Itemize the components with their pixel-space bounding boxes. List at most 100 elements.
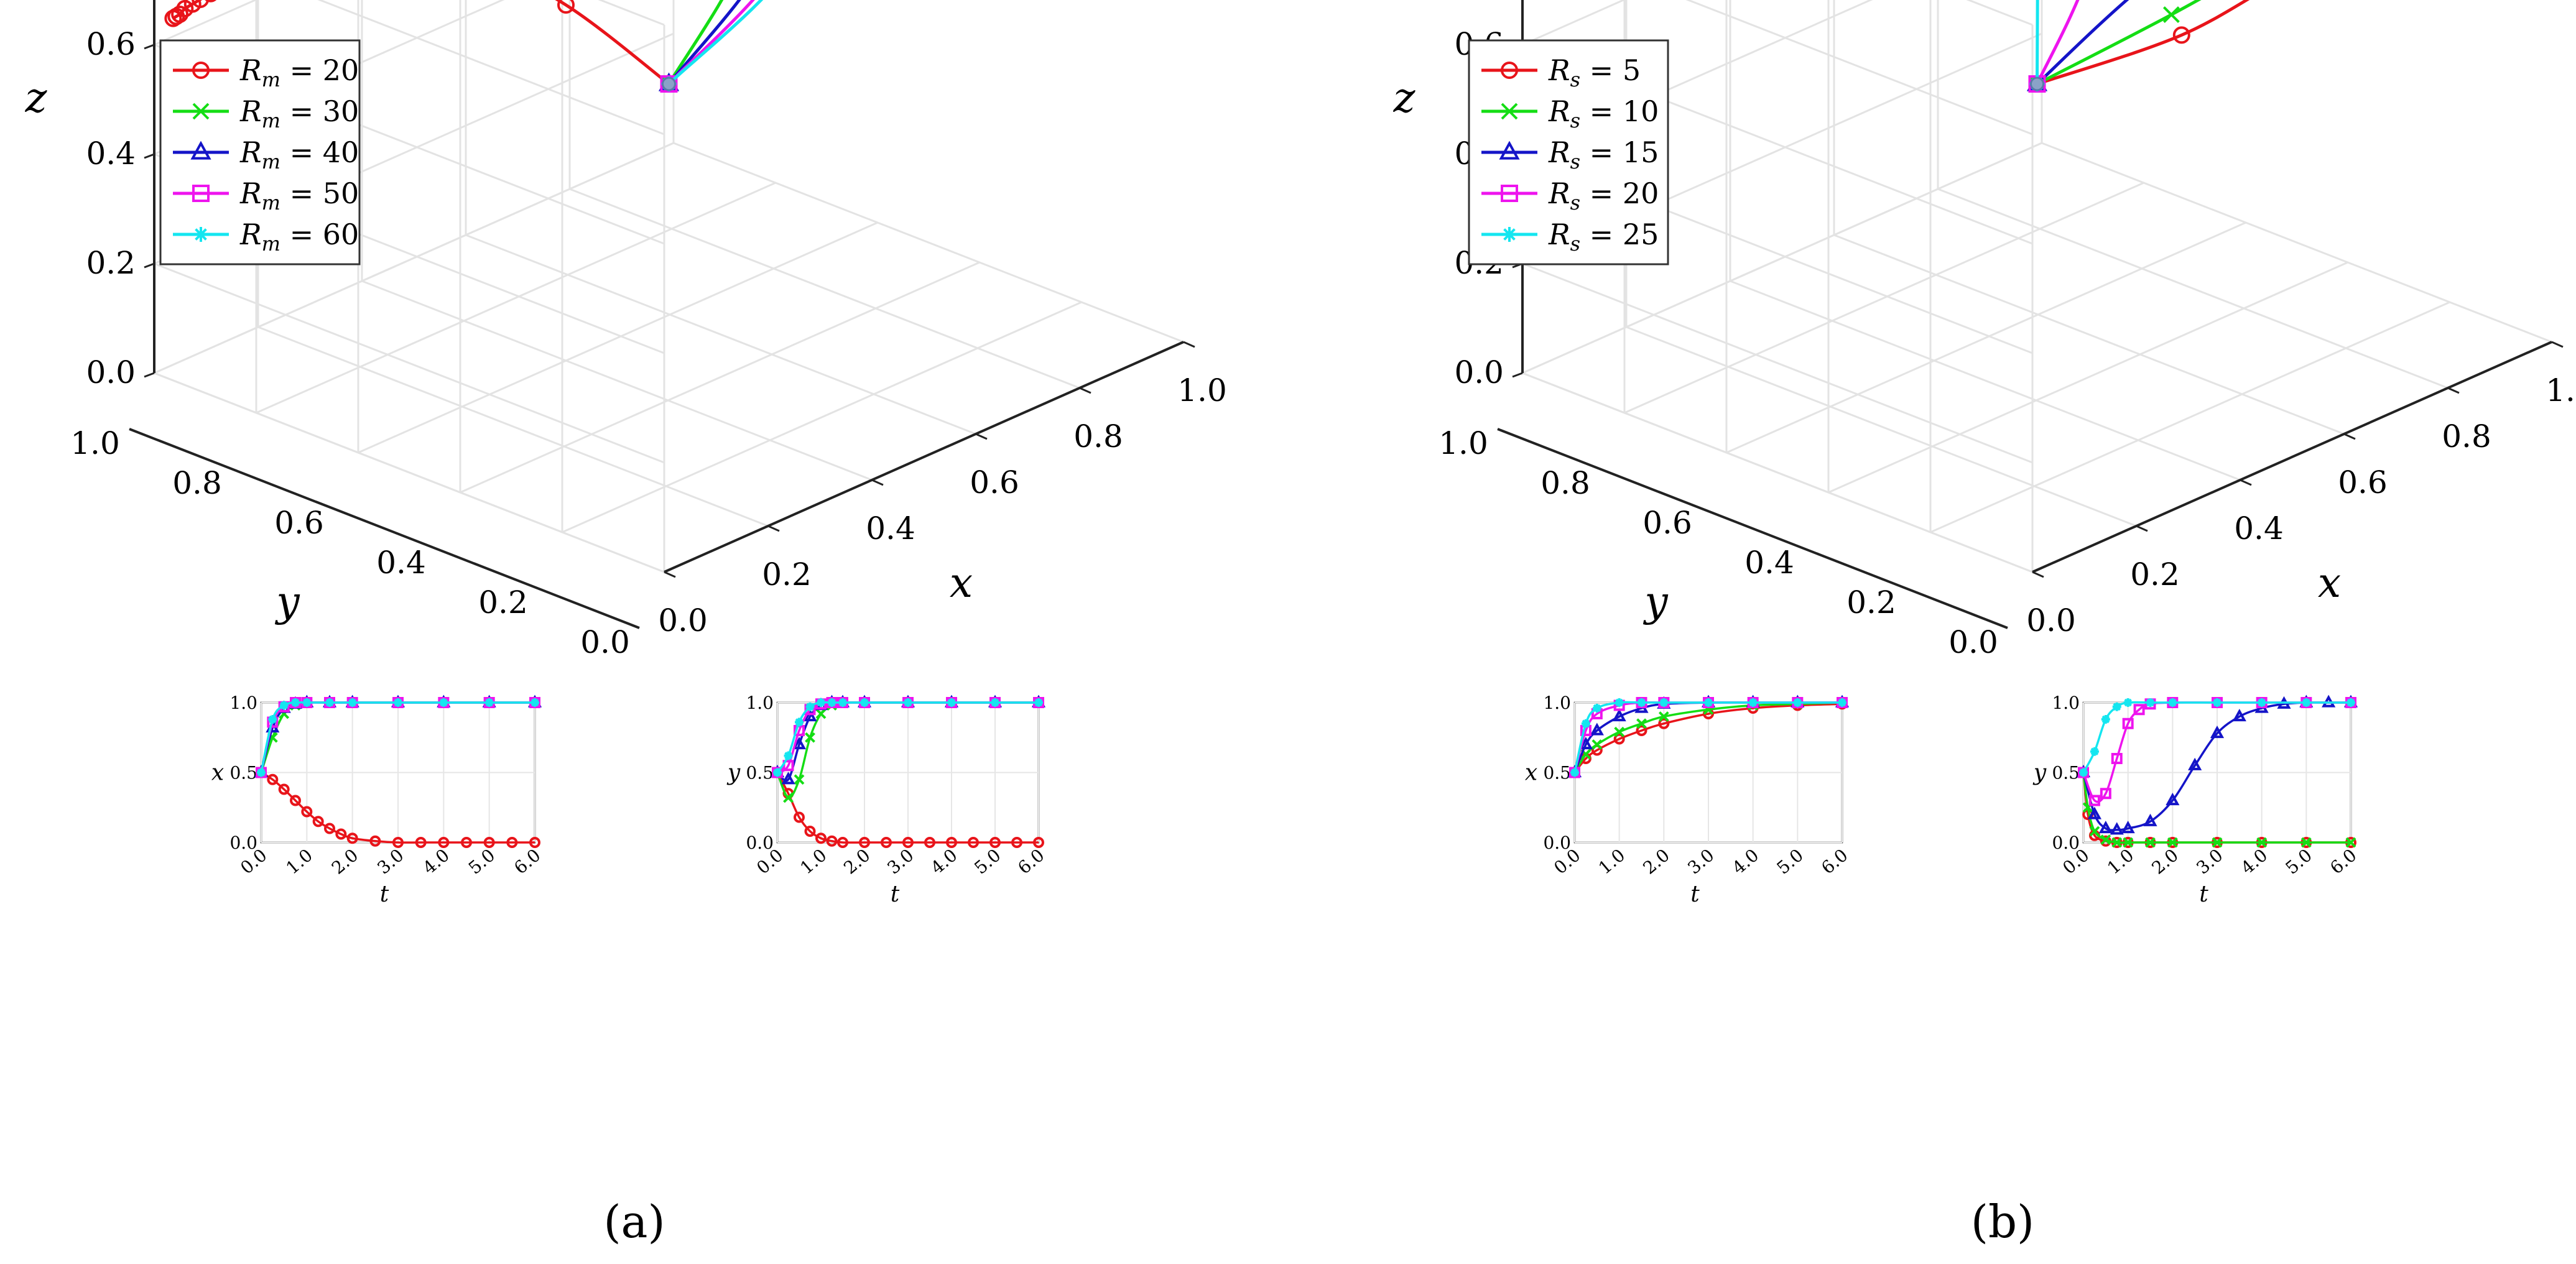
x-axis-line [664, 341, 1184, 573]
legend-subscript: m [262, 68, 280, 91]
inset-data-point [2212, 837, 2223, 848]
z-tick-label: 0.0 [86, 354, 136, 390]
legend-subscript: m [262, 191, 280, 215]
inset-data-point [257, 768, 266, 777]
legend-marker [1499, 141, 1520, 160]
z-tick [144, 372, 155, 378]
gridline [154, 372, 665, 573]
inset-data-point [2090, 747, 2099, 756]
inset-y-tick-label: 1.0 [746, 693, 774, 713]
inset-x-tick-label: 6.0 [1817, 845, 1851, 879]
x-tick-label: 0.2 [762, 556, 812, 593]
inset-x-tick-label: 6.0 [510, 845, 544, 879]
inset-data-point [483, 837, 495, 848]
inset-data-point [783, 792, 794, 803]
inset-data-point [2133, 704, 2145, 716]
legend-equals: = [1580, 53, 1623, 87]
data-point [2162, 6, 2180, 24]
data-point [2172, 26, 2190, 44]
inset-data-point [2111, 753, 2123, 764]
inset-y-tick-label: 0.0 [229, 833, 257, 853]
legend-label: Rs = 5 [1548, 53, 1641, 91]
inset-x-tick-label: 1.0 [2103, 845, 2138, 879]
inset-data-point [991, 698, 999, 707]
y-tick-label: 0.8 [172, 465, 222, 501]
legend-value: 15 [1623, 136, 1659, 169]
legend-marker [192, 62, 210, 79]
inset-data-point [792, 736, 807, 750]
x-tick-label: 1.0 [1177, 372, 1227, 408]
gridline [673, 142, 1184, 343]
legend-subscript: s [1570, 191, 1580, 215]
legend-value: 40 [323, 136, 359, 169]
inset-data-point [2213, 698, 2222, 707]
inset-plot-y: 0.0 1.0 2.0 3.0 4.0 5.0 6.00.00.51.0ty [726, 693, 1049, 907]
gridline [358, 221, 878, 454]
inset-data-point [815, 833, 827, 844]
inset-data-point [325, 698, 334, 707]
x-tick [871, 479, 884, 486]
legend-label: Rs = 25 [1548, 218, 1659, 256]
inset-x-label: t [2199, 882, 2208, 907]
inset-data-point [506, 837, 518, 848]
x-tick [2447, 387, 2460, 394]
panel-a: 0.0 0.0 0.0 0.2 0.2 0.2 0.4 0.4 0.4 0.6 0.6 0.6 0.8 0… [25, 0, 1227, 1248]
inset-x-tick-label: 6.0 [2326, 845, 2360, 879]
inset-y-tick-label: 0.0 [2052, 833, 2080, 853]
inset-data-point [1578, 736, 1593, 750]
x-tick [1079, 387, 1091, 394]
inset-y-label: y [726, 760, 741, 786]
z-tick [1512, 372, 1523, 378]
inset-data-point [1636, 725, 1647, 736]
x-tick-label: 0.0 [2026, 602, 2076, 639]
z-tick-label: 0.2 [86, 245, 136, 281]
inset-x-tick-label: 2.0 [2148, 845, 2182, 879]
inset-data-point [1659, 698, 1669, 707]
inset-data-point [2166, 792, 2180, 806]
inset-data-point [2112, 702, 2121, 711]
inset-data-point [2345, 837, 2356, 848]
legend-equals: = [280, 95, 323, 128]
inset-data-point [881, 837, 892, 848]
inset-y-tick-label: 0.0 [1543, 833, 1571, 853]
data-point [557, 0, 575, 14]
inset-data-point [348, 698, 357, 707]
inset-x-tick-label: 5.0 [970, 845, 1004, 879]
inset-data-point [1592, 704, 1601, 713]
inset-y-tick-label: 1.0 [229, 693, 257, 713]
inset-data-point [815, 708, 827, 719]
legend-equals: = [1580, 136, 1623, 169]
inset-data-point [369, 835, 381, 847]
legend-subscript: s [1570, 109, 1580, 132]
inset-data-point [968, 837, 979, 848]
inset-data-point [530, 698, 539, 707]
legend-subscript: s [1570, 232, 1580, 256]
gridline [2041, 142, 2552, 343]
gridline [1730, 280, 2241, 481]
x-tick [2136, 525, 2148, 532]
inset-data-point [290, 795, 301, 806]
inset-data-point [2121, 820, 2135, 834]
z-tick-label: 0.0 [1454, 354, 1504, 390]
legend-label: Rm = 20 [239, 53, 359, 91]
legend-subscript: s [1570, 150, 1580, 173]
inset-data-point [2101, 715, 2110, 724]
x-axis-label: x [2318, 559, 2341, 607]
legend-symbol: R [1548, 53, 1570, 87]
inset-data-point [1590, 722, 1604, 736]
inset-x-tick-label: 3.0 [883, 845, 917, 879]
y-tick-label: 0.0 [580, 624, 630, 660]
legend-subscript: s [1570, 68, 1580, 91]
gridline [1966, 0, 2033, 26]
x-axis-label: x [950, 559, 973, 607]
inset-data-point [805, 732, 815, 743]
inset-data-point [2088, 795, 2100, 806]
x-tick [975, 433, 988, 440]
inset-data-point [2256, 837, 2268, 848]
y-tick-label: 0.8 [1541, 465, 1590, 501]
inset-data-point [2123, 837, 2134, 848]
inset-data-point [2100, 788, 2111, 800]
inset-series-line [1573, 701, 1842, 773]
x-tick [664, 571, 676, 578]
